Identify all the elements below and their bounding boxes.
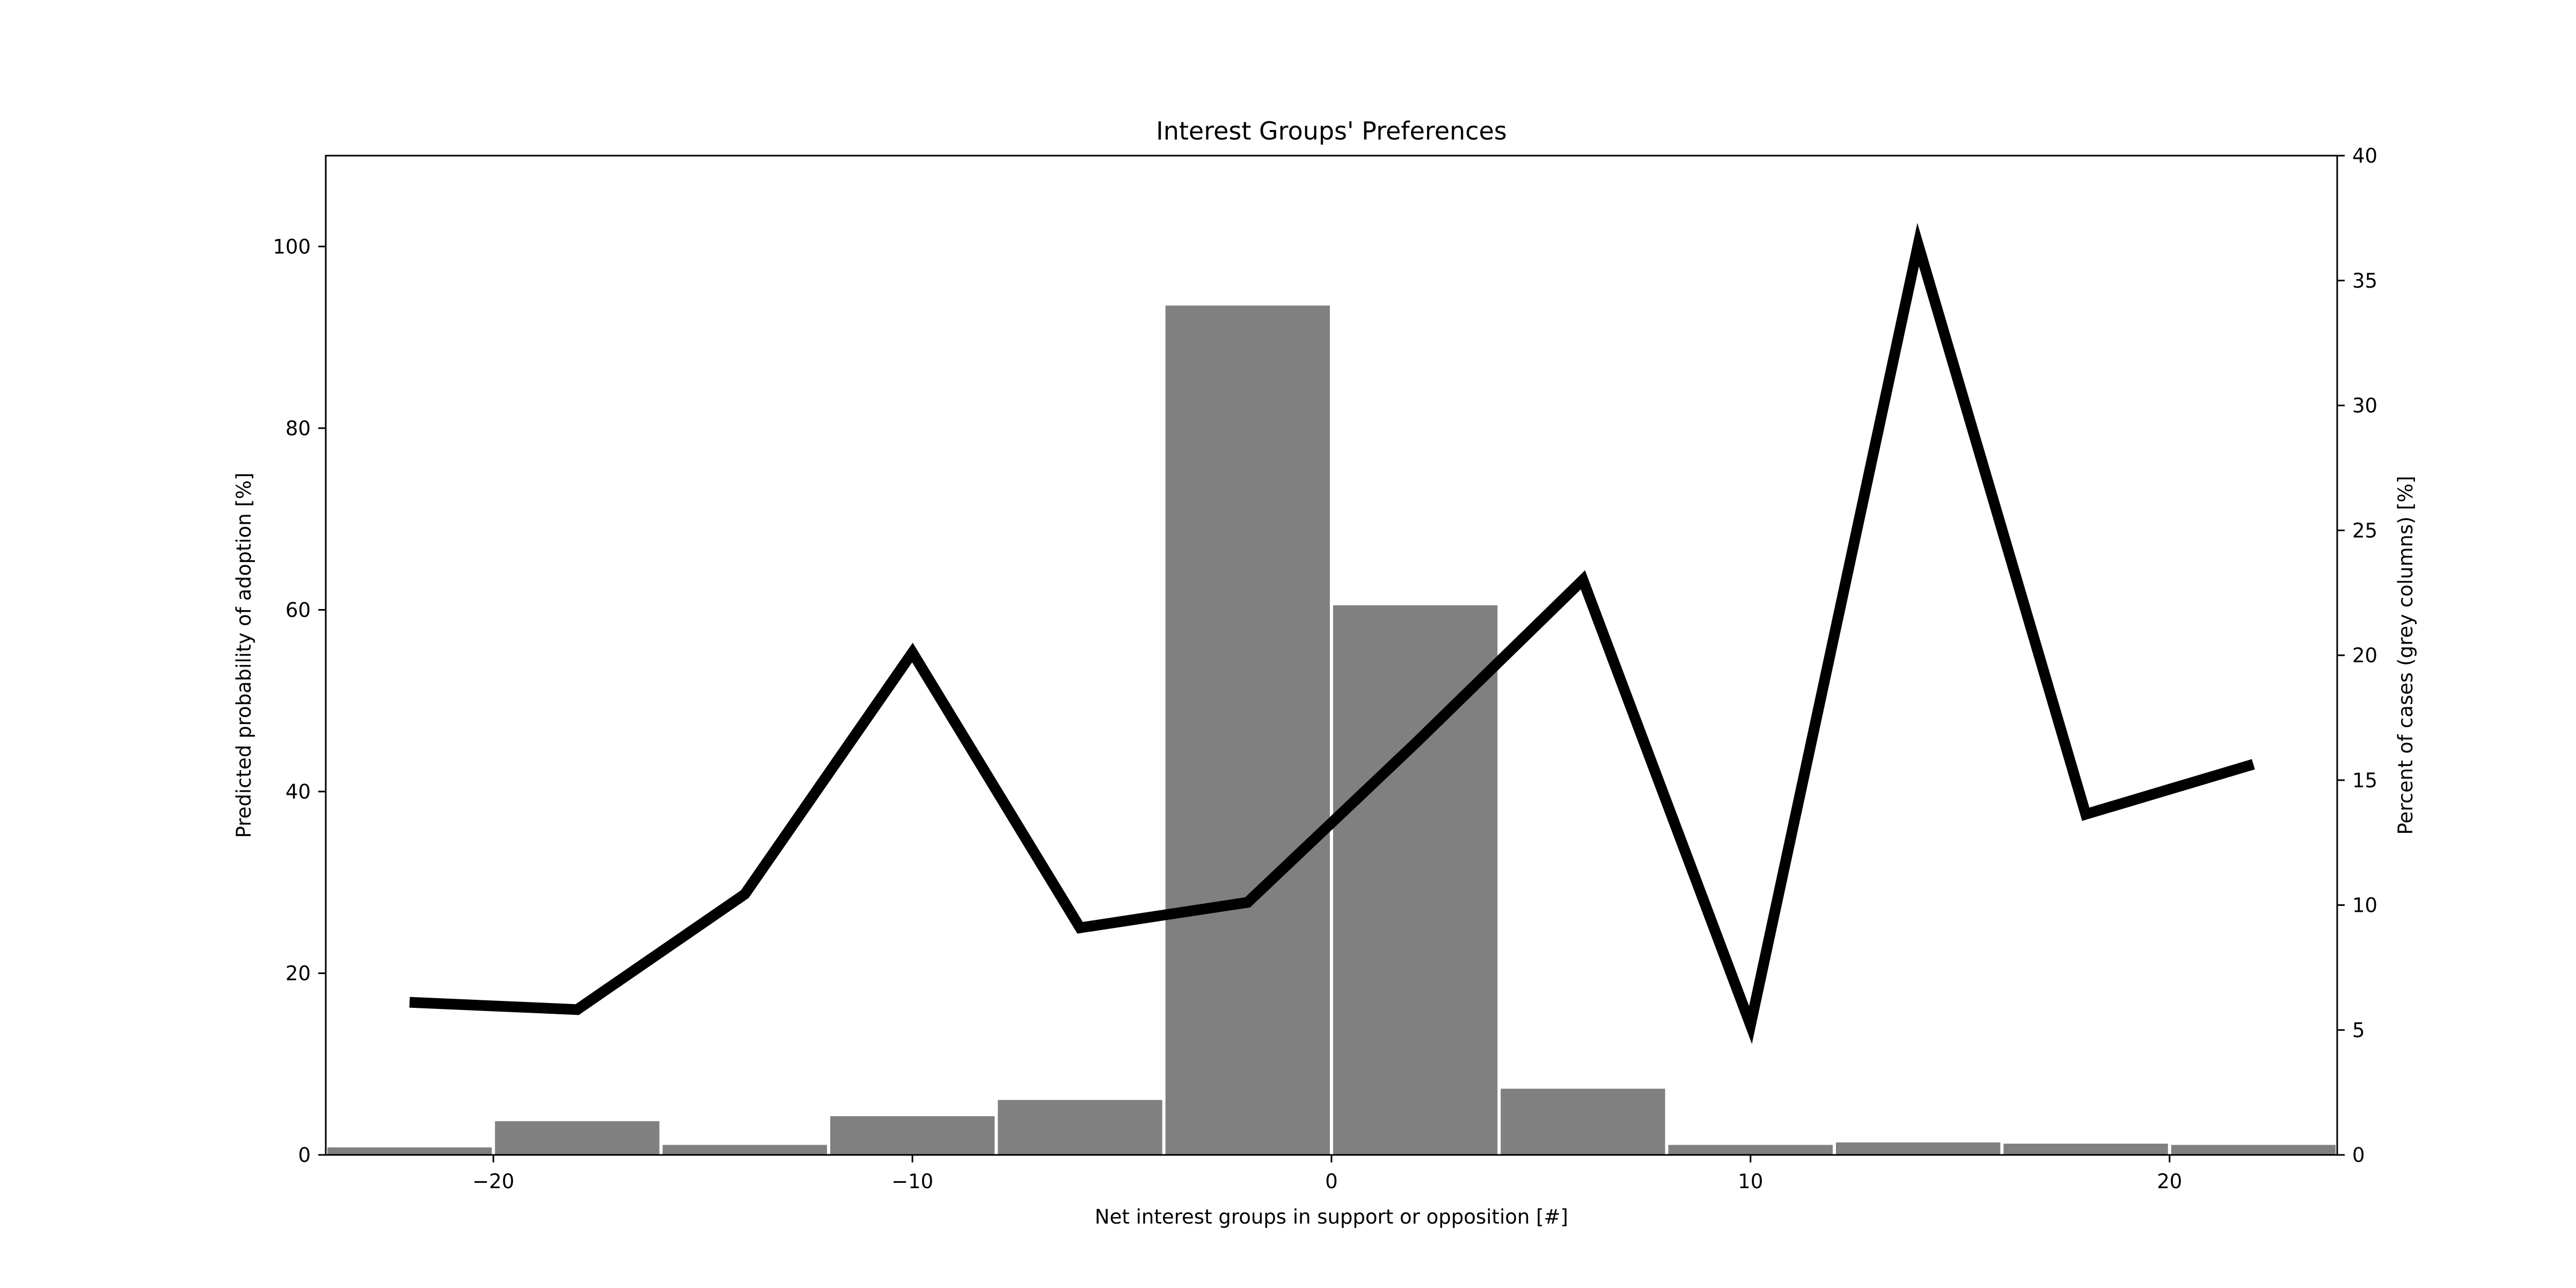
bar-0 (327, 1147, 492, 1155)
bar-1 (495, 1121, 660, 1155)
bar-4 (998, 1100, 1162, 1155)
x-tick-label-0: −20 (472, 1170, 514, 1193)
bar-2 (662, 1145, 827, 1155)
x-tick-label-4: 20 (2157, 1170, 2182, 1193)
y2-tick-label-8: 40 (2352, 144, 2377, 167)
y-tick-label-5: 100 (273, 235, 311, 258)
bar-3 (830, 1116, 995, 1155)
y-tick-label-3: 60 (286, 598, 311, 621)
y2-tick-label-1: 5 (2352, 1019, 2365, 1042)
y2-tick-label-7: 35 (2352, 269, 2377, 292)
y-tick-label-0: 0 (298, 1144, 311, 1167)
x-tick-label-3: 10 (1738, 1170, 1763, 1193)
y-tick-label-1: 20 (286, 962, 311, 985)
y-axis-label: Predicted probability of adoption [%] (232, 473, 255, 838)
bar-5 (1165, 305, 1330, 1155)
probability-line (409, 223, 2255, 1044)
probability-line-layer (409, 223, 2255, 1044)
chart-title: Interest Groups' Preferences (1156, 116, 1507, 145)
histogram-bars (327, 305, 2336, 1155)
bar-7 (1501, 1088, 1665, 1155)
x-tick-label-1: −10 (891, 1170, 933, 1193)
bar-9 (1836, 1142, 2001, 1155)
y2-tick-label-3: 15 (2352, 769, 2377, 792)
y-tick-label-4: 80 (286, 417, 311, 440)
y2-tick-label-2: 10 (2352, 894, 2377, 917)
y-tick-label-2: 40 (286, 780, 311, 803)
y2-tick-label-4: 20 (2352, 644, 2377, 667)
x-axis-label: Net interest groups in support or opposi… (1095, 1205, 1568, 1228)
y-axis-left: 0 20 40 60 80 100 (273, 235, 326, 1167)
y-axis-right: 0 5 10 15 20 25 30 35 40 (2337, 144, 2377, 1167)
y2-tick-label-6: 30 (2352, 394, 2377, 418)
y2-tick-label-5: 25 (2352, 519, 2377, 542)
x-axis: −20 −10 0 10 20 (472, 1155, 2182, 1193)
y2-axis-label: Percent of cases (grey columns) [%] (2394, 476, 2417, 835)
bar-11 (2171, 1145, 2336, 1155)
bar-8 (1668, 1145, 1833, 1155)
y2-tick-label-0: 0 (2352, 1144, 2365, 1167)
x-tick-label-2: 0 (1325, 1170, 1338, 1193)
bar-10 (2003, 1144, 2168, 1155)
